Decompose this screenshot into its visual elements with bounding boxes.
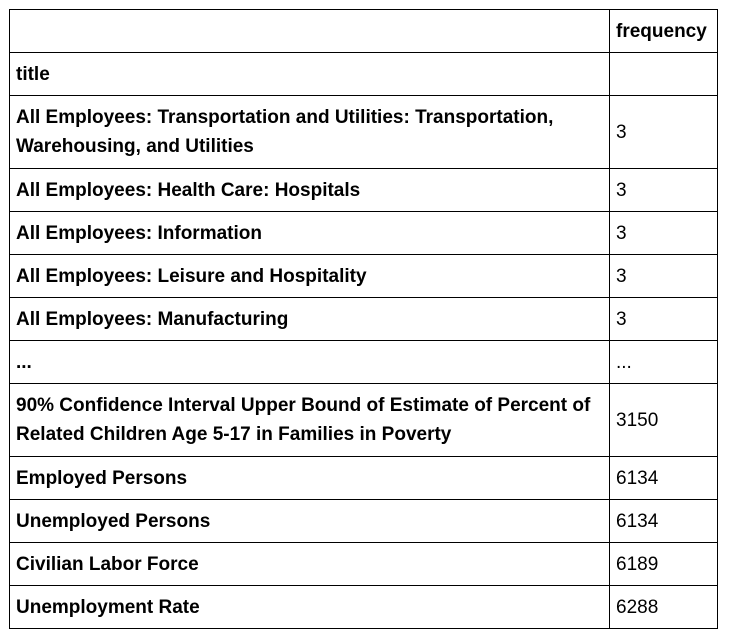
- index-label-title: title: [9, 52, 610, 96]
- table-row: 90% Confidence Interval Upper Bound of E…: [9, 383, 718, 457]
- row-frequency: 6189: [609, 542, 718, 586]
- row-frequency: 6134: [609, 456, 718, 500]
- table-row: Civilian Labor Force 6189: [9, 542, 718, 586]
- index-label-row: title: [9, 52, 718, 96]
- table-row: All Employees: Transportation and Utilit…: [9, 95, 718, 169]
- frequency-table: frequency title All Employees: Transport…: [9, 9, 718, 629]
- row-title: All Employees: Information: [9, 211, 610, 255]
- ellipsis-row: ... ...: [9, 340, 718, 384]
- row-title: Employed Persons: [9, 456, 610, 500]
- row-title: 90% Confidence Interval Upper Bound of E…: [9, 383, 610, 457]
- table-row: Unemployed Persons 6134: [9, 499, 718, 543]
- row-title: Civilian Labor Force: [9, 542, 610, 586]
- index-label-empty-cell: [609, 52, 718, 96]
- row-frequency: 3: [609, 95, 718, 169]
- row-title: Unemployment Rate: [9, 585, 610, 629]
- row-title: All Employees: Manufacturing: [9, 297, 610, 341]
- row-frequency: 3: [609, 168, 718, 212]
- table-row: All Employees: Leisure and Hospitality 3: [9, 254, 718, 298]
- table-row: All Employees: Health Care: Hospitals 3: [9, 168, 718, 212]
- table-row: All Employees: Information 3: [9, 211, 718, 255]
- table-row: Unemployment Rate 6288: [9, 585, 718, 629]
- row-frequency: 6288: [609, 585, 718, 629]
- row-title: ...: [9, 340, 610, 384]
- header-empty-cell: [9, 9, 610, 53]
- row-title: Unemployed Persons: [9, 499, 610, 543]
- table-row: All Employees: Manufacturing 3: [9, 297, 718, 341]
- row-title: All Employees: Transportation and Utilit…: [9, 95, 610, 169]
- row-title: All Employees: Leisure and Hospitality: [9, 254, 610, 298]
- row-frequency: 3: [609, 297, 718, 341]
- header-frequency: frequency: [609, 9, 718, 53]
- row-frequency: ...: [609, 340, 718, 384]
- table-row: Employed Persons 6134: [9, 456, 718, 500]
- row-frequency: 3150: [609, 383, 718, 457]
- row-title: All Employees: Health Care: Hospitals: [9, 168, 610, 212]
- row-frequency: 6134: [609, 499, 718, 543]
- header-row: frequency: [9, 9, 718, 53]
- row-frequency: 3: [609, 211, 718, 255]
- row-frequency: 3: [609, 254, 718, 298]
